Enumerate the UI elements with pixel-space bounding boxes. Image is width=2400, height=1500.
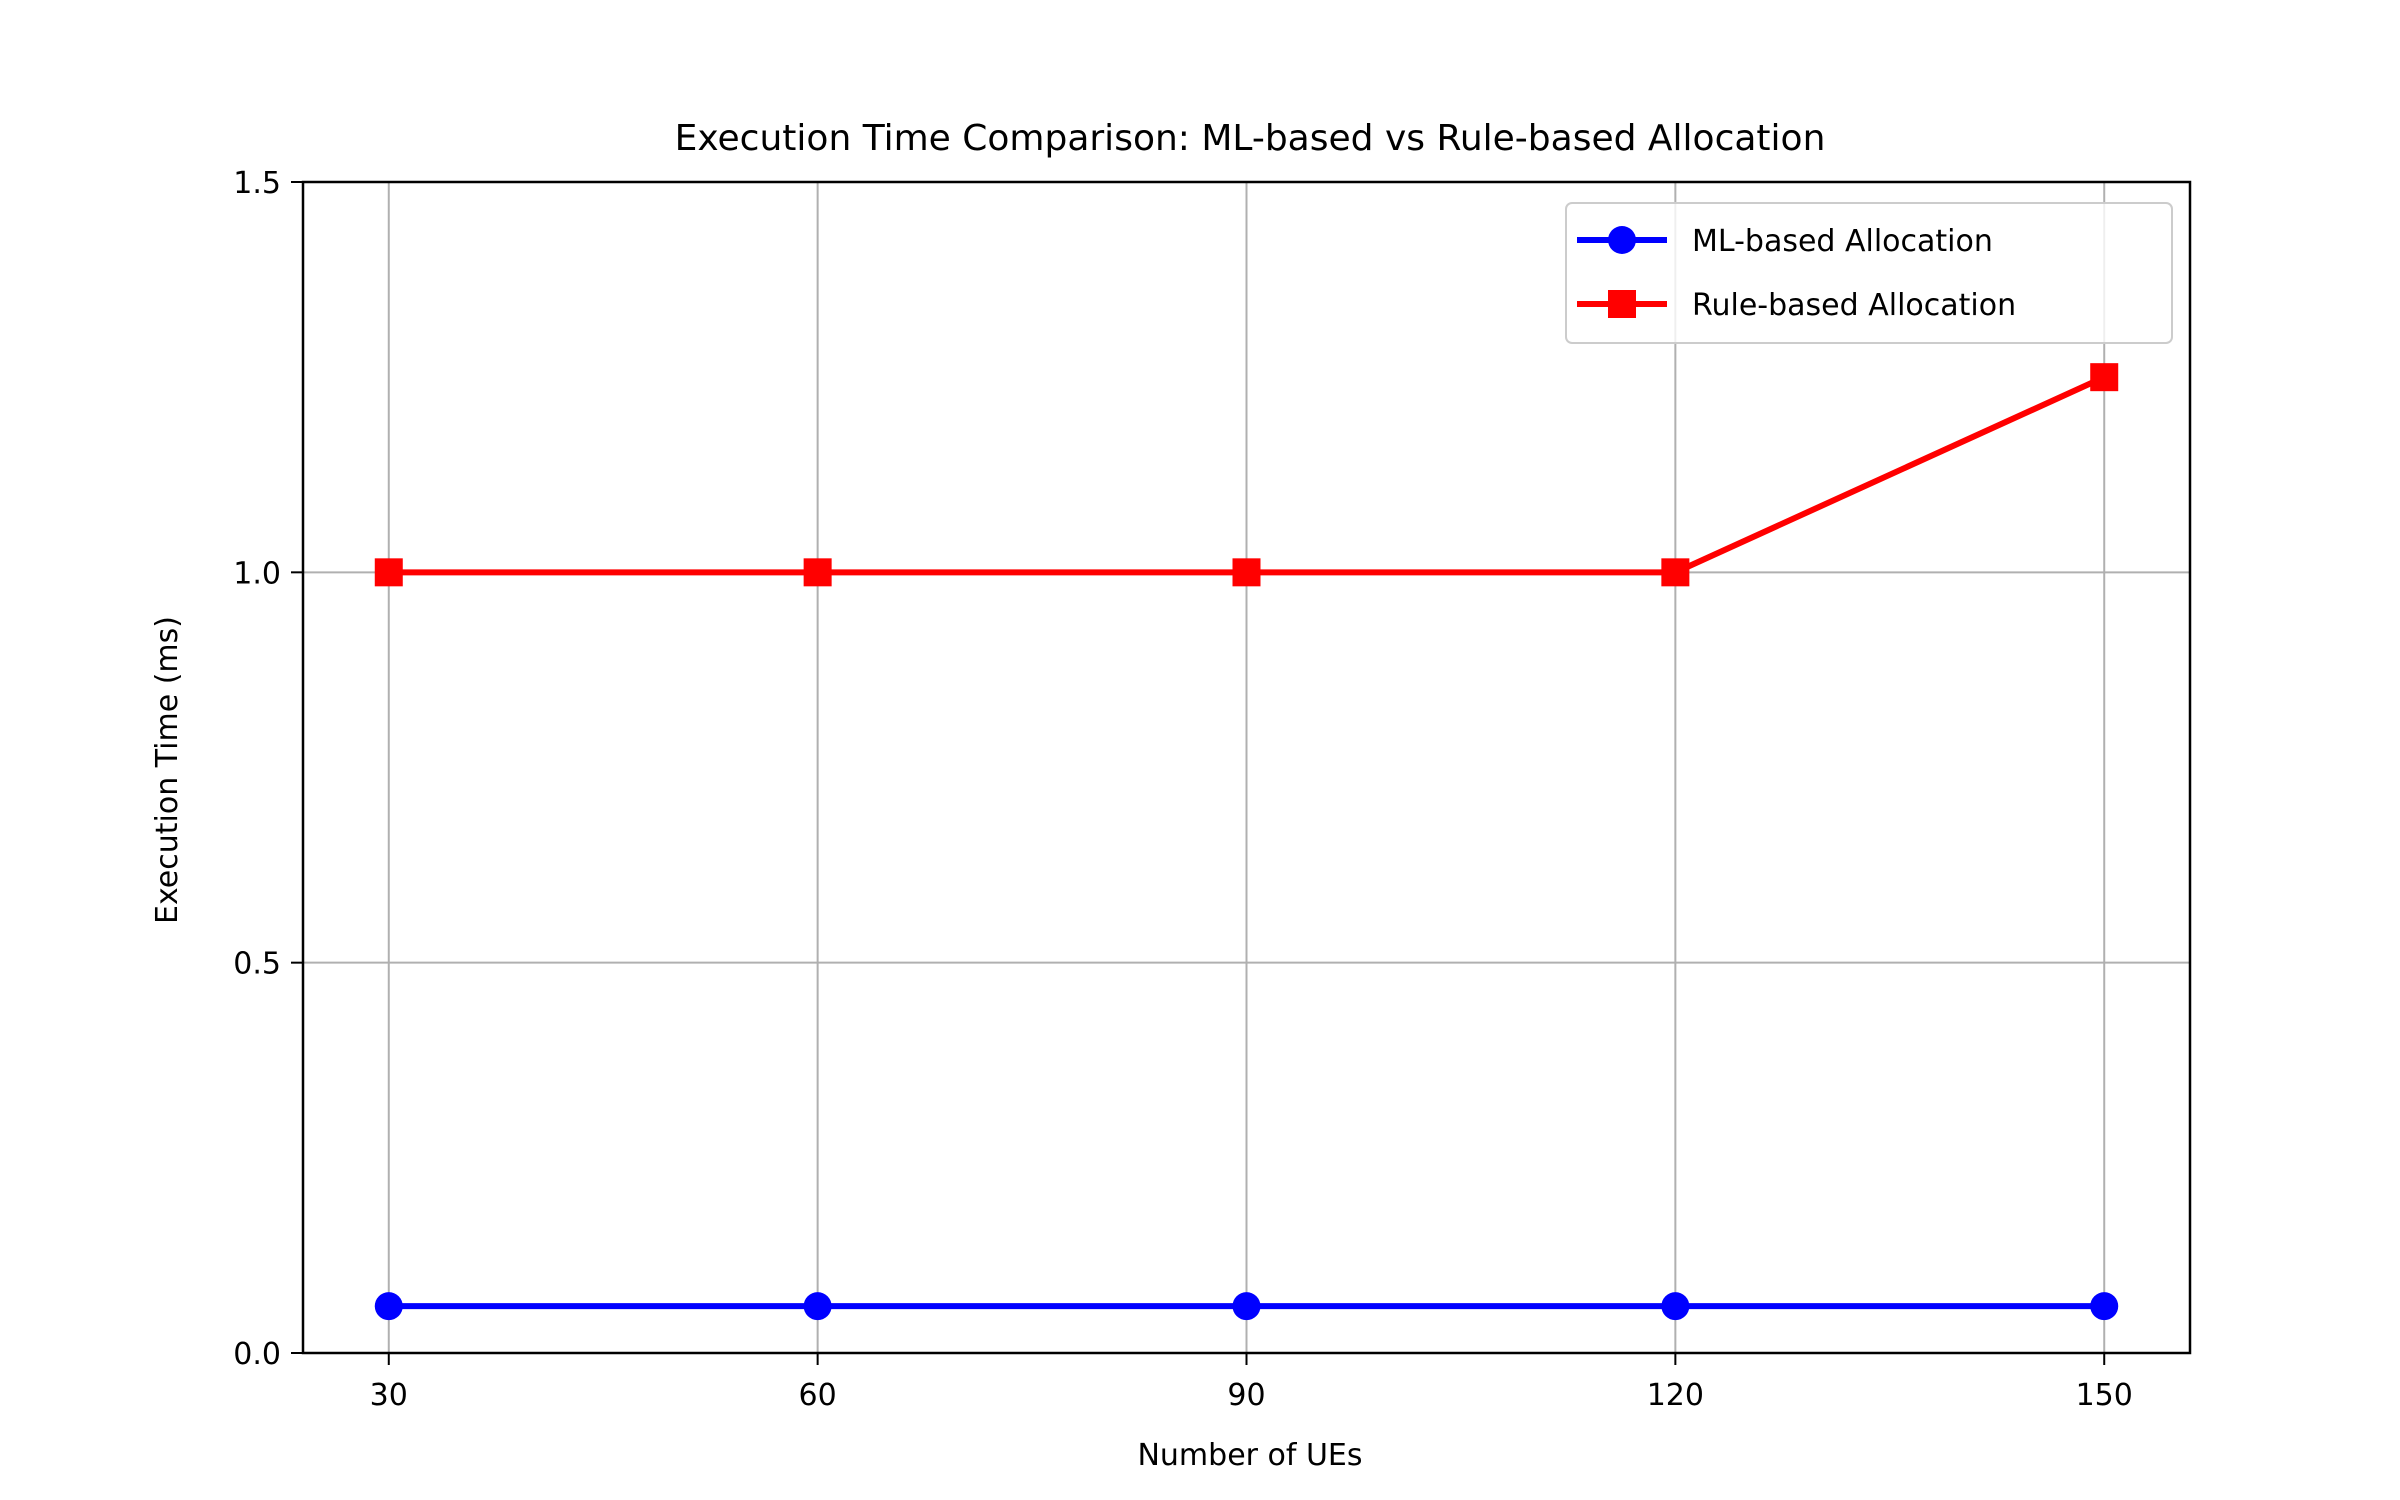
y-axis-label: Execution Time (ms) [150,616,185,924]
data-point-marker [2090,363,2119,392]
y-tick-label: 1.0 [233,556,281,591]
data-point-marker [2090,1292,2119,1321]
data-point-marker [374,558,403,587]
data-point-marker [1232,558,1261,587]
y-tick-label: 0.0 [233,1337,281,1372]
legend-marker [1608,290,1636,318]
legend-label: ML-based Allocation [1692,224,1993,259]
data-point-marker [1661,1292,1690,1321]
x-tick-label: 30 [370,1378,408,1413]
y-axis-ticks: 0.0 0.5 1.0 1.5 [233,166,303,1372]
legend: ML-based Allocation Rule-based Allocation [1565,202,2173,344]
y-tick-label: 0.5 [233,947,281,982]
series-ml-based [374,1292,2119,1321]
legend-marker [1608,226,1636,254]
data-point-marker [1232,1292,1261,1321]
data-point-marker [803,558,832,587]
x-axis-label: Number of UEs [1137,1438,1362,1473]
legend-box [1565,202,2173,344]
x-tick-label: 60 [799,1378,837,1413]
x-axis-ticks: 30 60 90 120 150 [370,1353,2133,1413]
legend-entry: Rule-based Allocation [1577,288,2016,323]
series-rule-based [374,363,2119,587]
data-point-marker [803,1292,832,1321]
chart-title: Execution Time Comparison: ML-based vs R… [675,118,1826,159]
data-point-marker [1661,558,1690,587]
x-tick-label: 90 [1227,1378,1265,1413]
series-layer [374,363,2119,1321]
x-tick-label: 150 [2076,1378,2133,1413]
legend-label: Rule-based Allocation [1692,288,2016,323]
data-point-marker [374,1292,403,1321]
x-tick-label: 120 [1647,1378,1704,1413]
y-tick-label: 1.5 [233,166,281,201]
legend-entry: ML-based Allocation [1577,224,1993,259]
